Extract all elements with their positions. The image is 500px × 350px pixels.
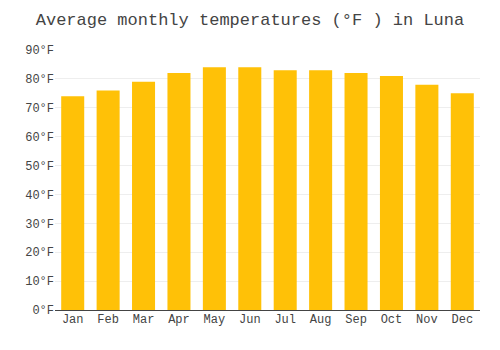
svg-text:20°F: 20°F	[25, 246, 54, 260]
svg-text:Apr: Apr	[168, 313, 190, 327]
svg-text:80°F: 80°F	[25, 73, 54, 87]
svg-text:Average monthly temperatures (: Average monthly temperatures (°F ) in Lu…	[36, 11, 464, 30]
svg-text:Nov: Nov	[416, 313, 438, 327]
svg-text:Aug: Aug	[310, 313, 332, 327]
svg-text:0°F: 0°F	[32, 304, 54, 318]
svg-text:10°F: 10°F	[25, 275, 54, 289]
svg-text:Jun: Jun	[239, 313, 261, 327]
svg-text:30°F: 30°F	[25, 218, 54, 232]
svg-text:50°F: 50°F	[25, 160, 54, 174]
svg-text:Sep: Sep	[345, 313, 367, 327]
svg-text:Dec: Dec	[451, 313, 473, 327]
svg-text:Jul: Jul	[274, 313, 296, 327]
svg-text:40°F: 40°F	[25, 189, 54, 203]
svg-text:60°F: 60°F	[25, 131, 54, 145]
svg-text:Oct: Oct	[381, 313, 403, 327]
svg-text:May: May	[204, 313, 226, 327]
svg-text:Jan: Jan	[62, 313, 84, 327]
svg-text:70°F: 70°F	[25, 102, 54, 116]
svg-text:Mar: Mar	[133, 313, 155, 327]
svg-text:90°F: 90°F	[25, 44, 54, 58]
svg-text:Feb: Feb	[97, 313, 119, 327]
